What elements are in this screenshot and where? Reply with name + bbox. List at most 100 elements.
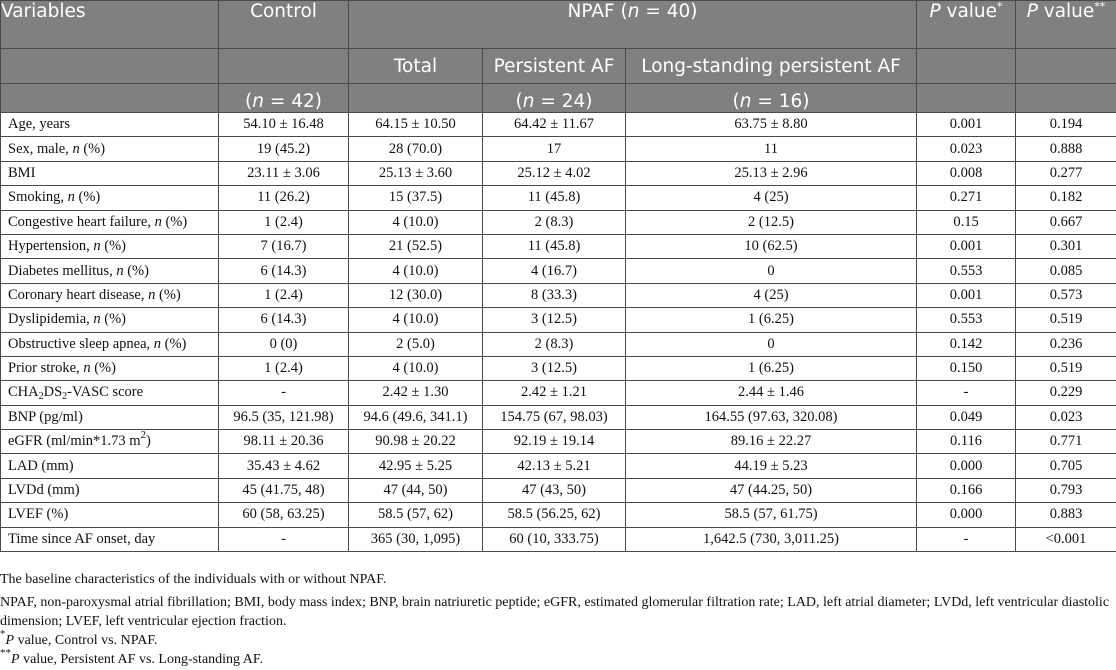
cell-control: 11 (26.2) [218,185,349,211]
cell-p1: 0.553 [916,258,1017,284]
cell-longstanding: 47 (44.25, 50) [624,477,918,504]
table-row: Age, years 54.10 ± 16.48 64.15 ± 10.50 64.4… [0,111,1116,138]
cell-variable: LVDd (mm) [0,477,219,504]
cell-p1: 0.15 [916,209,1017,235]
header-variables: Variables [0,0,219,49]
cell-p2: 0.236 [1015,331,1116,357]
cell-total: 4 (10.0) [348,258,483,284]
cell-persistent: 42.13 ± 5.21 [482,453,626,479]
cell-persistent: 3 (12.5) [482,355,626,382]
cell-longstanding: 0 [624,258,918,284]
cell-persistent: 154.75 (67, 98.03) [482,404,626,431]
table-header: Variables Control NPAF (n = 40) P value*… [0,0,1116,113]
cell-p2: 0.229 [1015,380,1116,406]
cell-longstanding: 11 [624,136,918,162]
cell-total: 25.13 ± 3.60 [348,160,483,187]
cell-p2: 0.888 [1015,136,1116,162]
cell-variable: Hypertension, n (%) [0,233,219,260]
cell-longstanding: 2 (12.5) [624,209,918,235]
table-row: Prior stroke, n (%) 1 (2.4) 4 (10.0) 3 (12.… [0,355,1116,382]
table-row: Coronary heart disease, n (%) 1 (2.4) 12 (… [0,282,1116,309]
cell-longstanding: 1,642.5 (730, 3,011.25) [624,526,918,553]
cell-longstanding: 44.19 ± 5.23 [624,453,918,479]
cell-longstanding: 63.75 ± 8.80 [624,111,918,138]
header-n-longstanding: (n = 16) [624,83,918,113]
cell-variable: Diabetes mellitus, n (%) [0,258,219,284]
header-p2-spacer [1015,48,1116,84]
cell-p2: <0.001 [1015,526,1116,553]
cell-p1: 0.271 [916,185,1017,211]
cell-total: 2 (5.0) [348,331,483,357]
cell-persistent: 17 [482,136,626,162]
cell-p1: 0.008 [916,160,1017,187]
cell-variable: Coronary heart disease, n (%) [0,282,219,309]
cell-p1: - [916,526,1017,553]
cell-total: 58.5 (57, 62) [348,502,483,528]
cell-p2: 0.085 [1015,258,1116,284]
table-footnotes: The baseline characteristics of the indi… [0,570,1116,669]
cell-p1: 0.001 [916,282,1017,309]
cell-p1: 0.001 [916,111,1017,138]
header-control: Control [218,0,349,49]
cell-p1: 0.000 [916,453,1017,479]
header-control-spacer [218,48,349,84]
cell-longstanding: 2.44 ± 1.46 [624,380,918,406]
table-row: Obstructive sleep apnea, n (%) 0 (0) 2 (5.… [0,331,1116,357]
cell-persistent: 2 (8.3) [482,209,626,235]
table-row: LAD (mm) 35.43 ± 4.62 42.95 ± 5.25 42.13 ± … [0,453,1116,479]
cell-variable: Dyslipidemia, n (%) [0,307,219,333]
cell-p1: 0.142 [916,331,1017,357]
cell-persistent: 60 (10, 333.75) [482,526,626,553]
baseline-characteristics-table: Variables Control NPAF (n = 40) P value*… [0,0,1116,553]
table-row: Sex, male, n (%) 19 (45.2) 28 (70.0) 17 11 0.… [0,136,1116,162]
abbreviations-note: NPAF, non-paroxysmal atrial fibrillation… [0,595,1110,629]
cell-control: 96.5 (35, 121.98) [218,404,349,431]
cell-control: 1 (2.4) [218,209,349,235]
cell-p2: 0.277 [1015,160,1116,187]
cell-control: 6 (14.3) [218,258,349,284]
cell-p2: 0.182 [1015,185,1116,211]
cell-variable: LAD (mm) [0,453,219,479]
table-caption: The baseline characteristics of the indi… [0,572,387,587]
cell-p1: - [916,380,1017,406]
cell-longstanding: 164.55 (97.63, 320.08) [624,404,918,431]
cell-control: 98.11 ± 20.36 [218,429,349,455]
cell-variable: LVEF (%) [0,502,219,528]
cell-control: 54.10 ± 16.48 [218,111,349,138]
header-total: Total [348,48,483,84]
cell-total: 12 (30.0) [348,282,483,309]
cell-longstanding: 58.5 (57, 61.75) [624,502,918,528]
cell-p2: 0.771 [1015,429,1116,455]
cell-p2: 0.667 [1015,209,1116,235]
cell-total: 94.6 (49.6, 341.1) [348,404,483,431]
cell-longstanding: 4 (25) [624,282,918,309]
footnote-p-value-1: *P value, Control vs. NPAF. [0,628,158,649]
cell-persistent: 3 (12.5) [482,307,626,333]
cell-longstanding: 1 (6.25) [624,355,918,382]
cell-total: 365 (30, 1,095) [348,526,483,553]
header-p-value-2: P value** [1015,0,1116,49]
cell-p1: 0.000 [916,502,1017,528]
table-row: LVDd (mm) 45 (41.75, 48) 47 (44, 50) 47 (43… [0,477,1116,504]
cell-p2: 0.519 [1015,307,1116,333]
table-row: BMI 23.11 ± 3.06 25.13 ± 3.60 25.12 ± 4.02 2… [0,160,1116,187]
cell-longstanding: 25.13 ± 2.96 [624,160,918,187]
header-npaf: NPAF (n = 40) [347,0,918,49]
cell-total: 2.42 ± 1.30 [348,380,483,406]
cell-persistent: 11 (45.8) [482,233,626,260]
table-row: CHA2DS2-VASC score -2.42 ± 1.30 2.42 ± 1.2… [0,380,1116,406]
cell-persistent: 58.5 (56.25, 62) [482,502,626,528]
cell-control: 19 (45.2) [218,136,349,162]
table-row: Hypertension, n (%) 7 (16.7) 21 (52.5) 11 (… [0,233,1116,260]
header-p1-spacer-2 [916,83,1017,113]
cell-persistent: 2 (8.3) [482,331,626,357]
cell-total: 47 (44, 50) [348,477,483,504]
cell-persistent: 25.12 ± 4.02 [482,160,626,187]
cell-control: 45 (41.75, 48) [218,477,349,504]
table-row: LVEF (%) 60 (58, 63.25) 58.5 (57, 62) 58.5 … [0,502,1116,528]
cell-variable: BNP (pg/ml) [0,404,219,431]
cell-p1: 0.150 [916,355,1017,382]
cell-variable: eGFR (ml/min*1.73 m2) [0,429,219,455]
cell-variable: Time since AF onset, day [0,526,219,553]
cell-p2: 0.194 [1015,111,1116,138]
